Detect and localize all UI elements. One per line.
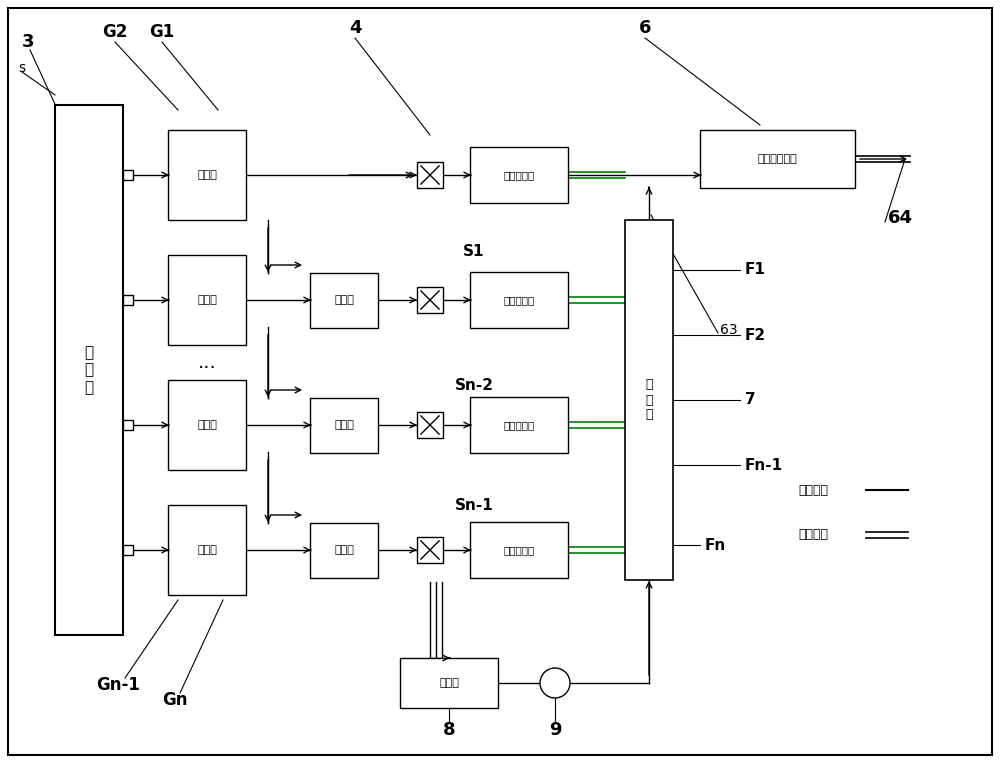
Text: 6: 6 bbox=[639, 19, 651, 37]
Bar bbox=[310, 398, 378, 453]
Circle shape bbox=[540, 668, 570, 698]
Bar bbox=[168, 255, 246, 345]
Text: 增
压
泵: 增 压 泵 bbox=[645, 378, 653, 421]
Bar bbox=[700, 130, 855, 188]
Bar bbox=[417, 287, 443, 313]
Bar bbox=[310, 523, 378, 578]
Text: 高压羐: 高压羐 bbox=[197, 545, 217, 555]
Text: 气轮发电机: 气轮发电机 bbox=[503, 545, 535, 555]
Bar bbox=[168, 380, 246, 470]
Text: 高压羐: 高压羐 bbox=[197, 295, 217, 305]
Text: Sn-2: Sn-2 bbox=[455, 378, 494, 392]
Text: G2: G2 bbox=[102, 23, 128, 41]
Text: 高压羐: 高压羐 bbox=[197, 420, 217, 430]
Text: 3: 3 bbox=[22, 33, 34, 51]
Bar bbox=[168, 505, 246, 595]
Text: 余压羐: 余压羐 bbox=[439, 678, 459, 688]
Bar bbox=[417, 412, 443, 438]
Bar bbox=[123, 420, 133, 430]
Bar bbox=[470, 522, 568, 578]
Text: Gn: Gn bbox=[162, 691, 188, 709]
Text: s: s bbox=[18, 61, 25, 75]
Bar bbox=[417, 537, 443, 563]
Bar bbox=[310, 273, 378, 328]
Bar bbox=[625, 220, 673, 580]
Text: 气轮发电机: 气轮发电机 bbox=[503, 295, 535, 305]
Bar bbox=[400, 658, 498, 708]
Bar bbox=[168, 130, 246, 220]
Text: 射流泵: 射流泵 bbox=[334, 420, 354, 430]
Text: 7: 7 bbox=[745, 392, 756, 407]
Text: Fn-1: Fn-1 bbox=[745, 458, 783, 472]
Text: 64: 64 bbox=[888, 209, 913, 227]
Text: 空
压
机: 空 压 机 bbox=[84, 345, 94, 395]
Text: ...: ... bbox=[198, 353, 216, 372]
Text: 气路连接: 气路连接 bbox=[798, 529, 828, 542]
Bar bbox=[470, 272, 568, 328]
Text: F1: F1 bbox=[745, 262, 766, 278]
Text: 电路连接: 电路连接 bbox=[798, 484, 828, 497]
Text: 高压羐: 高压羐 bbox=[197, 170, 217, 180]
Text: Gn-1: Gn-1 bbox=[96, 676, 140, 694]
Text: 9: 9 bbox=[549, 721, 561, 739]
Bar bbox=[123, 295, 133, 305]
Bar bbox=[470, 397, 568, 453]
Text: Sn-1: Sn-1 bbox=[455, 497, 494, 513]
Bar bbox=[470, 147, 568, 203]
Bar bbox=[123, 545, 133, 555]
Text: 射流泵: 射流泵 bbox=[334, 295, 354, 305]
Bar bbox=[55, 105, 123, 635]
Text: 气轮发电机: 气轮发电机 bbox=[503, 420, 535, 430]
Text: Fn: Fn bbox=[705, 537, 726, 552]
Bar bbox=[417, 162, 443, 188]
Text: S1: S1 bbox=[463, 244, 484, 259]
Text: 4: 4 bbox=[349, 19, 361, 37]
Text: 8: 8 bbox=[443, 721, 455, 739]
Text: 63: 63 bbox=[720, 323, 738, 337]
Text: 气轮发电机: 气轮发电机 bbox=[503, 170, 535, 180]
Bar bbox=[123, 170, 133, 180]
Text: 空气净化装置: 空气净化装置 bbox=[758, 154, 797, 164]
Text: G1: G1 bbox=[149, 23, 175, 41]
Text: 射流泵: 射流泵 bbox=[334, 546, 354, 555]
Text: F2: F2 bbox=[745, 327, 766, 343]
